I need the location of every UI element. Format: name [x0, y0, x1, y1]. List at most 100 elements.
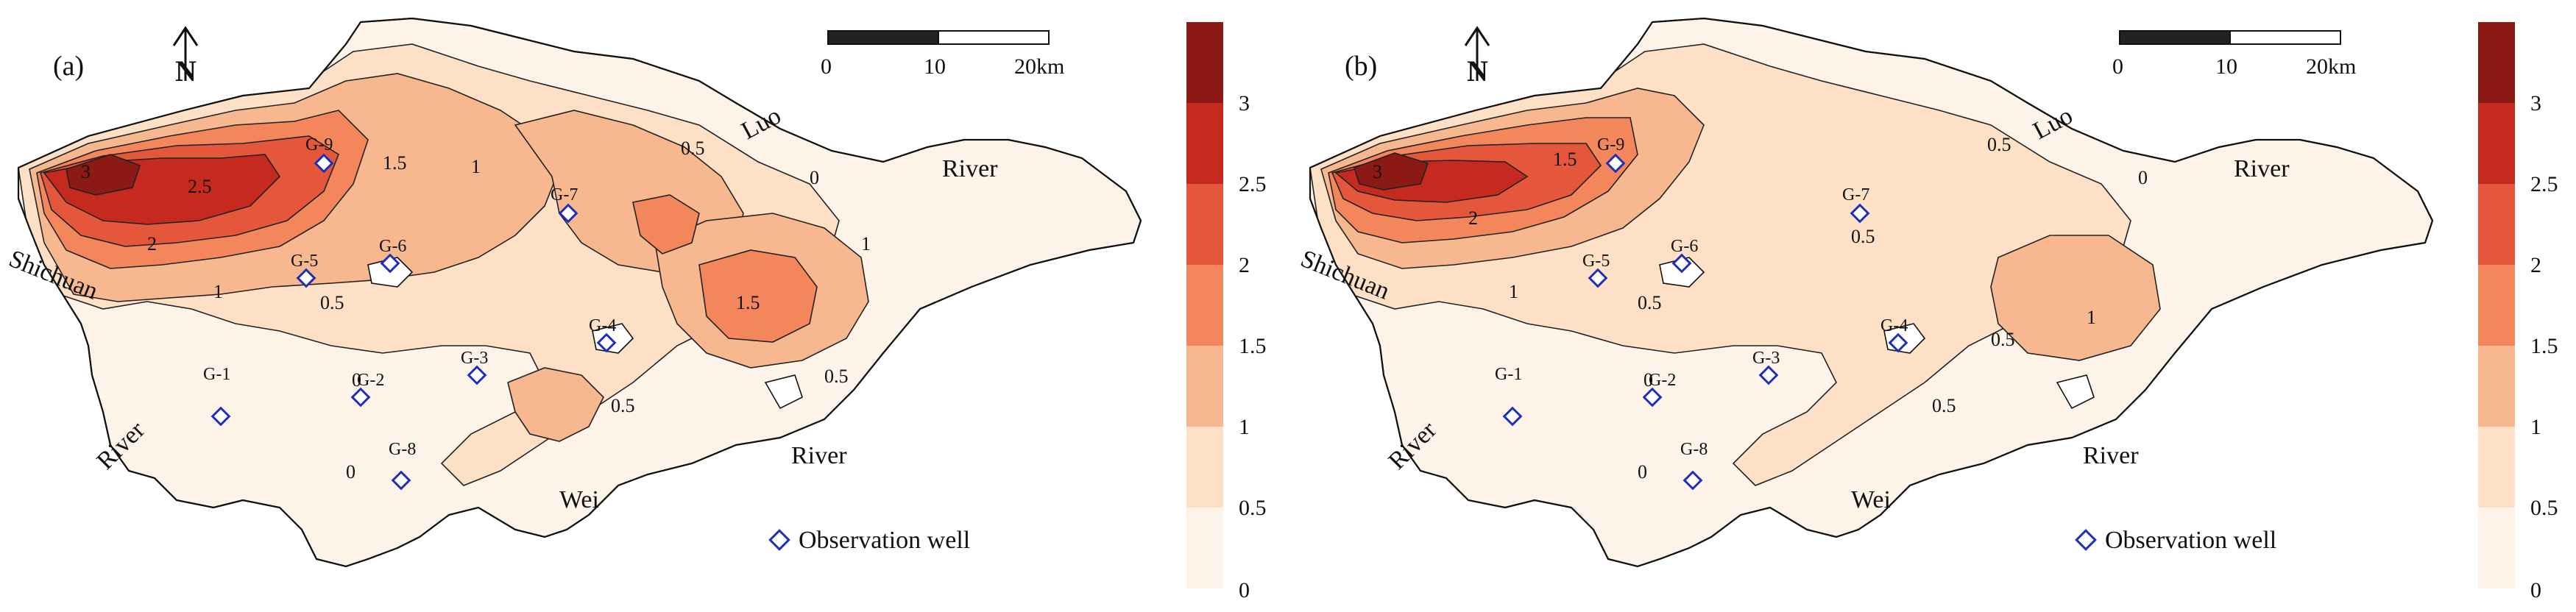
- well-marker: G-6: [379, 237, 406, 274]
- contour-label: 0.5: [1851, 226, 1875, 247]
- contour-label: 0: [346, 461, 355, 483]
- contour-label: 1: [2087, 307, 2096, 328]
- svg-text:1.5: 1.5: [1239, 334, 1267, 358]
- svg-text:2.5: 2.5: [1239, 172, 1267, 196]
- contour-map: [1309, 17, 2434, 568]
- svg-text:20km: 20km: [1014, 54, 1064, 79]
- well-marker: G-8: [1680, 440, 1708, 491]
- svg-text:3: 3: [2530, 91, 2541, 115]
- contour-label: 0.5: [320, 292, 344, 313]
- scale-bar: 0 10 20km: [821, 30, 1064, 79]
- contour-label: 3: [1373, 161, 1382, 182]
- contour-label: 0.5: [1987, 134, 2011, 155]
- contour-label: 0.5: [1638, 292, 1662, 313]
- contour-label: 1: [1509, 281, 1518, 302]
- well-marker: G-4: [1880, 316, 1908, 353]
- svg-text:G-5: G-5: [291, 252, 318, 271]
- contour-label: 1: [471, 156, 481, 177]
- well-marker: G-8: [389, 440, 416, 491]
- well-marker: G-1: [1495, 365, 1523, 427]
- svg-text:G-6: G-6: [1671, 237, 1698, 256]
- svg-text:G-1: G-1: [203, 365, 230, 384]
- scale-bar: 0 10 20km: [2112, 30, 2356, 79]
- well-marker-icon: [768, 529, 790, 551]
- well-marker: G-2: [1642, 371, 1676, 408]
- river-label-wei: Wei: [559, 486, 599, 513]
- svg-text:G-9: G-9: [305, 135, 333, 154]
- svg-text:0.5: 0.5: [2530, 496, 2558, 520]
- contour-label: 1: [861, 233, 871, 255]
- svg-text:G-3: G-3: [461, 349, 488, 368]
- contour-label: 1: [213, 281, 223, 302]
- svg-text:G-2: G-2: [357, 371, 384, 390]
- well-marker: G-6: [1671, 237, 1698, 274]
- contour-label: 2: [1468, 207, 1478, 229]
- svg-text:1: 1: [2530, 415, 2541, 439]
- svg-text:0: 0: [2112, 54, 2123, 79]
- contour-label: 0.5: [681, 138, 705, 159]
- colorbar: 3 2.5 2 1.5 1 0.5 0: [1186, 22, 1267, 602]
- svg-text:2: 2: [2530, 253, 2541, 277]
- well-marker: G-2: [350, 371, 384, 408]
- svg-text:20km: 20km: [2306, 54, 2356, 79]
- well-marker: G-1: [203, 365, 231, 427]
- panel-a: 3 2.5 2 1.5 1 1 1 0.5 0.5 0.5 1.5 0.5 0 …: [5, 17, 1267, 602]
- contour-label: 0.5: [1991, 329, 2015, 350]
- river-label-river-ne: River: [2234, 155, 2290, 182]
- panel-label: (a): [53, 51, 84, 82]
- river-label-river-ne: River: [942, 155, 998, 182]
- well-marker: G-3: [461, 349, 488, 385]
- well-marker: G-7: [551, 185, 578, 224]
- contour-label: 0.5: [1932, 395, 1956, 416]
- colorbar: 3 2.5 2 1.5 1 0.5 0: [2478, 22, 2558, 602]
- svg-text:G-5: G-5: [1582, 252, 1610, 271]
- legend: Observation well: [2075, 527, 2276, 554]
- legend: Observation well: [768, 527, 970, 554]
- contour-label: 0: [2138, 167, 2148, 188]
- svg-text:0: 0: [1239, 578, 1250, 602]
- panel-b: 3 2 1.5 1 0.5 0.5 0.5 1 0.5 0.5 0 0 0 (b…: [1297, 17, 2558, 602]
- svg-text:10: 10: [2215, 54, 2237, 79]
- svg-text:N: N: [175, 54, 197, 88]
- well-marker: G-5: [291, 252, 318, 288]
- contour-label: 0: [1643, 369, 1653, 391]
- svg-text:G-8: G-8: [389, 440, 416, 459]
- contour-label: 0.5: [611, 395, 635, 416]
- well-marker: G-4: [589, 316, 617, 353]
- svg-text:0: 0: [2530, 578, 2541, 602]
- svg-text:Observation well: Observation well: [799, 527, 970, 554]
- river-label-river-s: River: [2083, 442, 2139, 469]
- svg-text:G-1: G-1: [1495, 365, 1522, 384]
- contour-label: 0: [810, 167, 819, 188]
- svg-text:0: 0: [821, 54, 832, 79]
- contour-label: 3: [81, 161, 91, 182]
- well-marker: G-5: [1582, 252, 1610, 288]
- contour-labels: 3 2.5 2 1.5 1 1 1 0.5 0.5 0.5 1.5 0.5 0 …: [81, 138, 871, 483]
- contour-label: 1.5: [736, 292, 760, 313]
- svg-text:G-7: G-7: [1842, 185, 1869, 204]
- north-arrow-icon: N: [172, 26, 199, 88]
- svg-text:Observation well: Observation well: [2105, 527, 2276, 554]
- well-marker: G-7: [1842, 185, 1870, 224]
- north-arrow-icon: N: [1464, 26, 1490, 88]
- svg-text:G-2: G-2: [1649, 371, 1676, 390]
- well-marker-icon: [2075, 529, 2097, 551]
- svg-text:0.5: 0.5: [1239, 496, 1267, 520]
- well-marker: G-9: [1597, 135, 1626, 174]
- svg-text:2.5: 2.5: [2530, 172, 2558, 196]
- svg-text:G-6: G-6: [379, 237, 406, 256]
- observation-wells: G-9 G-5 G-6 G-7 G-4 G-3: [203, 135, 617, 491]
- svg-text:G-3: G-3: [1752, 349, 1780, 368]
- svg-text:G-4: G-4: [589, 316, 616, 335]
- contour-label: 1.5: [1553, 149, 1577, 170]
- svg-text:G-4: G-4: [1880, 316, 1908, 335]
- svg-text:G-7: G-7: [551, 185, 578, 204]
- contour-label: 0.5: [824, 366, 849, 387]
- contour-label: 0: [1638, 461, 1647, 483]
- well-marker: G-3: [1752, 349, 1780, 385]
- well-marker: G-9: [305, 135, 334, 174]
- river-label-wei: Wei: [1851, 486, 1891, 513]
- observation-wells: G-9 G-5 G-6 G-7 G-4 G-3: [1495, 135, 1908, 491]
- svg-text:1: 1: [1239, 415, 1250, 439]
